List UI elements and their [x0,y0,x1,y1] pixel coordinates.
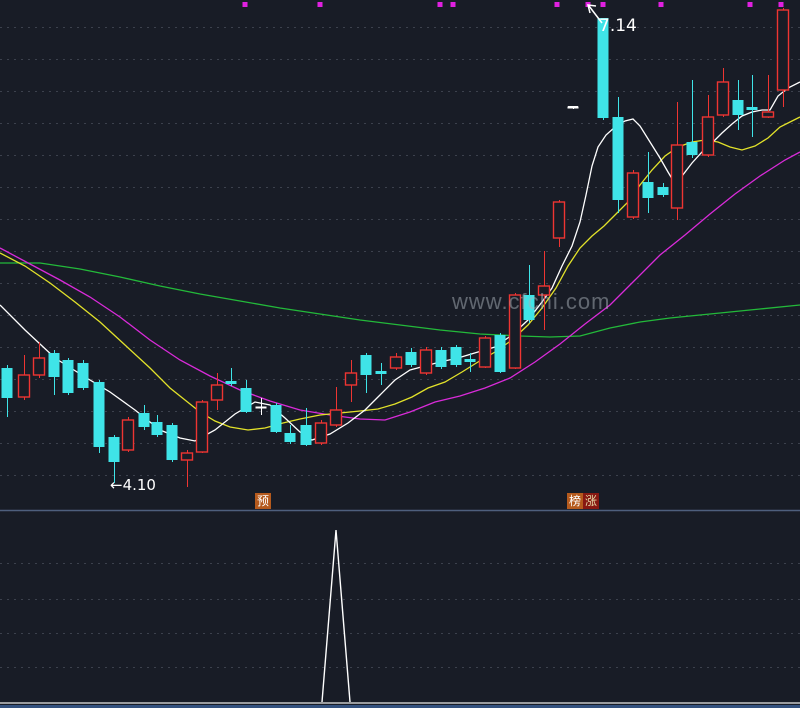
signal-badge-bang[interactable]: 榜 [567,493,583,509]
candle-body-down [746,107,758,110]
candle-body-down [405,352,417,365]
high-arrow-icon [588,5,603,24]
signal-dot [437,2,443,7]
candle-body-down [225,381,237,384]
candle-body-up [508,294,522,369]
candle-body-up [701,116,715,156]
candle-body-up [121,419,135,451]
signal-dot [554,2,560,7]
watermark: www.cfchi.com [452,289,611,314]
candle-body-down [612,117,624,200]
candle-body-down [1,368,13,398]
signal-dot [600,2,606,7]
signal-dot [658,2,664,7]
low-price-label: ←4.10 [110,476,156,494]
window-bottom-border [0,705,800,708]
candle-body-down [450,347,462,365]
candle-body-up [32,357,46,376]
ma-yellow [0,116,800,431]
candle-body-up [195,401,209,453]
candle-body-down [62,360,74,393]
signal-badge-yu[interactable]: 预 [255,493,271,509]
candle-body-up [314,422,328,444]
candle-body-up [180,452,194,461]
ma-white [0,81,800,442]
candle-body-up [670,144,684,209]
candle-body-down [375,371,387,374]
candle-body-down [77,363,89,388]
candle-body-up [344,372,358,386]
candle-body-up [329,409,343,426]
signal-dot [747,2,753,7]
candle-body-down [494,335,506,372]
candle-body-down [166,425,178,460]
candle-body-up [776,9,790,91]
candle-body-down [300,425,312,445]
signal-dot [450,2,456,7]
candle-body-up [419,349,433,374]
candle-body-down [108,437,120,462]
candle-body-down [435,350,447,367]
candle-body-up [552,201,566,239]
low-price-value: 4.10 [122,476,156,494]
ma-green [0,262,800,338]
left-arrow-icon: ← [110,476,123,494]
candle-body-up [478,337,492,368]
candle-body-up [537,285,551,296]
signal-dot [242,2,248,7]
signal-dot [778,2,784,7]
signal-dot [317,2,323,7]
candle-body-down [523,295,535,320]
candle-body-down [284,433,296,442]
candle-body-down [597,18,609,118]
signal-badge-zhang[interactable]: 涨 [583,493,599,509]
ma-magenta [0,151,800,421]
high-arrow-head [587,4,597,14]
candle-body-down [151,422,163,435]
candle-body-down [360,355,372,375]
candle-body-down [686,142,698,155]
candle-body-up [716,81,730,116]
candle-body-up [389,356,403,369]
candle-body-up [17,374,31,398]
candle-body-down [464,359,476,362]
candle-body-up [210,384,224,401]
candle-body-down [240,388,252,412]
candle-body-down [93,382,105,447]
candle-body-up [761,111,775,118]
high-price-label: 7.14 [599,16,637,36]
candle-body-down [657,187,669,195]
candle-body-up [626,172,640,218]
indicator-spike [321,529,351,703]
candle-body-down [642,182,654,198]
candle-body-down [138,413,150,427]
candle-body-down [48,353,60,377]
candle-body-down [270,405,282,432]
candle-body-down [732,100,744,115]
